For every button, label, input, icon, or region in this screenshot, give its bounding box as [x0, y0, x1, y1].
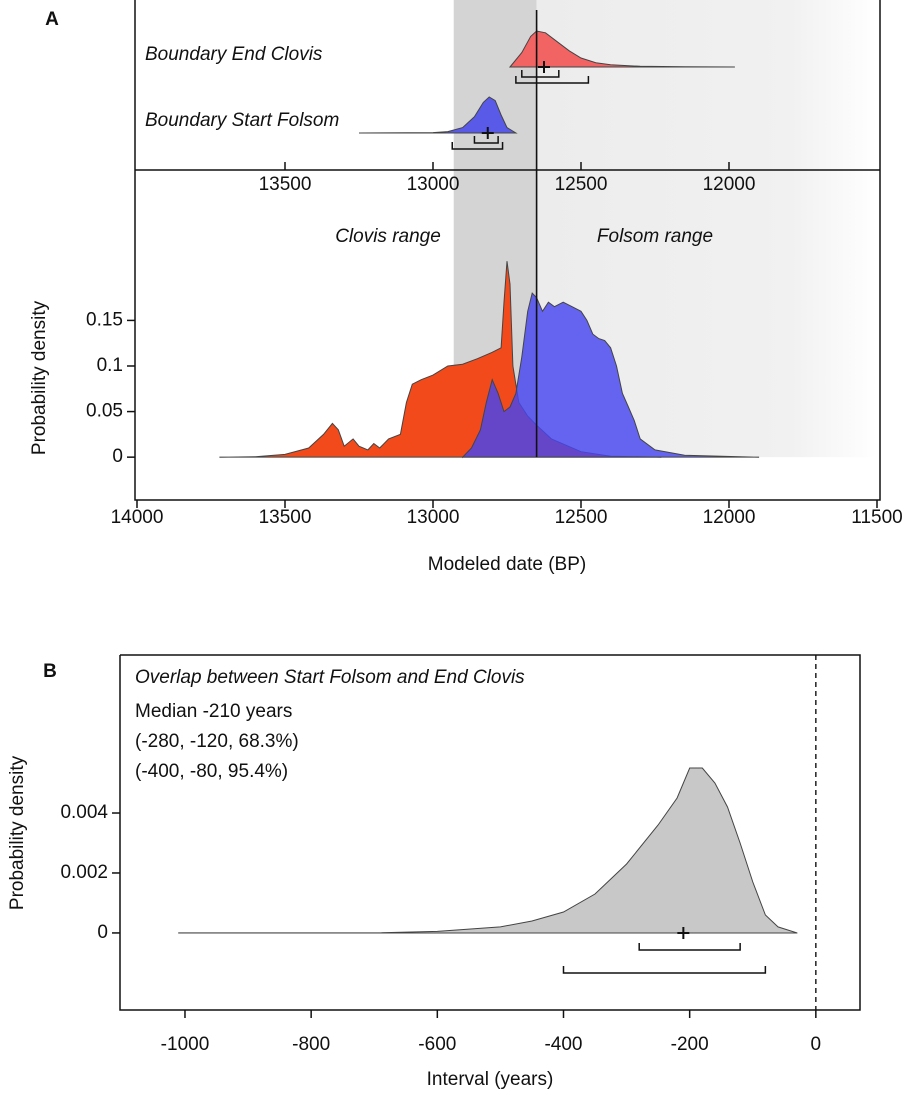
density-area	[178, 767, 798, 934]
x-tick-label: -600	[418, 1034, 456, 1055]
y-axis-label: Probability density	[29, 300, 50, 455]
inset-tick-label: 13000	[407, 174, 460, 195]
interval-bracket	[515, 76, 590, 84]
x-tick-label: -800	[292, 1034, 330, 1055]
x-tick-label: 14000	[111, 507, 164, 528]
inset-tick-label: 13500	[259, 174, 312, 195]
x-tick-label: 12500	[555, 507, 608, 528]
panel-label: A	[45, 9, 59, 30]
y-tick-label: 0.05	[86, 401, 123, 422]
axes-frame	[119, 654, 861, 1011]
axes-frame	[134, 0, 881, 501]
interval-bracket	[521, 70, 560, 78]
x-tick-label: -200	[671, 1034, 709, 1055]
y-tick-label: 0	[112, 446, 123, 467]
interval-bracket	[562, 965, 767, 974]
x-axis-label: Interval (years)	[427, 1069, 554, 1090]
range-label: Folsom range	[597, 226, 713, 247]
y-tick-label: 0.002	[60, 862, 108, 883]
x-tick-label: 13000	[407, 507, 460, 528]
panel-label: B	[43, 661, 57, 682]
x-tick-label: 13500	[259, 507, 312, 528]
x-tick-label: -1000	[161, 1034, 210, 1055]
median-marker	[538, 61, 550, 73]
inset-tick-label: 12000	[703, 174, 756, 195]
x-tick-label: 12000	[703, 507, 756, 528]
inset-tick-label: 12500	[555, 174, 608, 195]
interval-bracket	[451, 142, 504, 150]
panel-title: Overlap between Start Folsom and End Clo…	[135, 667, 525, 688]
annotation: Median -210 years	[135, 701, 292, 722]
y-tick-label: 0	[97, 922, 108, 943]
y-axis-label: Probability density	[7, 755, 28, 910]
range-label: Clovis range	[335, 226, 441, 247]
boundary-density	[508, 30, 735, 68]
y-tick-label: 0.004	[60, 802, 108, 823]
x-tick-label: -400	[544, 1034, 582, 1055]
median-marker	[677, 926, 690, 939]
interval-bracket	[473, 136, 499, 144]
y-tick-label: 0.1	[97, 355, 123, 376]
annotation: (-400, -80, 95.4%)	[135, 761, 288, 782]
median-marker	[481, 127, 494, 139]
x-axis-label: Modeled date (BP)	[428, 554, 586, 575]
boundary-label: Boundary Start Folsom	[145, 110, 339, 131]
y-tick-label: 0.15	[86, 309, 123, 330]
boundary-density	[358, 96, 518, 134]
boundary-label: Boundary End Clovis	[145, 44, 323, 65]
x-tick-label: 0	[811, 1034, 822, 1055]
annotation: (-280, -120, 68.3%)	[135, 731, 299, 752]
interval-bracket	[638, 942, 741, 951]
x-tick-label: 11500	[851, 507, 902, 528]
